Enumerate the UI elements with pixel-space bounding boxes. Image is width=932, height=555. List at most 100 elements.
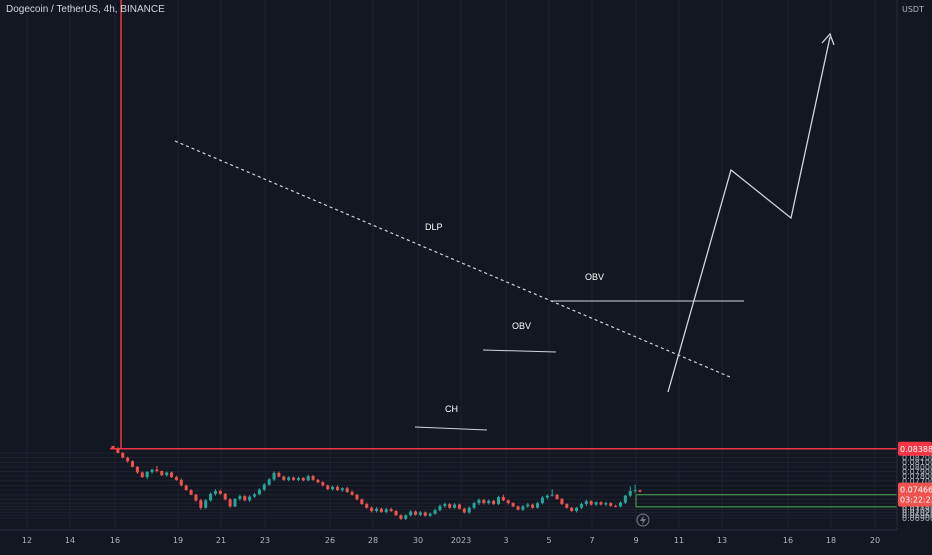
dlp-trendline[interactable] (174, 140, 731, 378)
y-tick-label: 0.07020 (902, 508, 932, 517)
time-axis-bg (0, 530, 932, 550)
candle-body (155, 469, 159, 472)
annotation-label: OBV (512, 321, 531, 331)
candle-body (174, 477, 178, 480)
projection-path[interactable] (667, 36, 831, 393)
resistance-price-label: 0.08388 (900, 445, 932, 454)
candle-body (399, 515, 403, 519)
candle-body (423, 512, 427, 516)
price-axis-bg (897, 0, 932, 550)
candle-body (521, 506, 525, 510)
candle-body (331, 486, 335, 490)
y-tick-label: 0.07700 (902, 477, 932, 486)
x-tick-label: 26 (325, 536, 335, 545)
lightning-icon[interactable] (636, 513, 650, 527)
candle-body (287, 477, 291, 480)
candle-body (184, 485, 188, 491)
candle-body (248, 496, 252, 501)
x-tick-label: 16 (110, 536, 120, 545)
candle-body (233, 498, 237, 507)
x-tick-label: 18 (826, 536, 836, 545)
candle-body (609, 503, 613, 506)
candle-body (448, 504, 452, 508)
candle-body (145, 471, 149, 478)
candle-body (472, 503, 476, 508)
y-tick-label: 0.08000 (902, 463, 932, 472)
candle-body (487, 500, 491, 504)
candle-body (213, 491, 217, 494)
candle-body (360, 499, 364, 505)
annotation-label: OBV (585, 272, 604, 282)
candle-body (345, 488, 349, 492)
candle-body (633, 490, 637, 492)
candle-body (618, 502, 622, 507)
projection-arrowhead (821, 32, 835, 46)
x-tick-label: 28 (368, 536, 378, 545)
candle-body (135, 466, 139, 473)
candle-body (116, 448, 120, 453)
y-tick-label: 0.08100 (902, 458, 932, 467)
candle-body (326, 485, 330, 490)
candle-body (257, 489, 261, 495)
obv-line-lower[interactable] (482, 349, 557, 353)
countdown-label: 03:22:23 (900, 496, 932, 505)
candle-body (599, 502, 603, 505)
x-tick-label: 3 (503, 536, 508, 545)
y-tick-label: 0.08200 (902, 454, 932, 463)
candle-body (389, 509, 393, 512)
candle-body (321, 482, 325, 486)
candle-body (550, 494, 554, 496)
candle-body (526, 504, 530, 507)
candle-body (506, 500, 510, 504)
candle-body (443, 504, 447, 506)
candle-body (140, 472, 144, 478)
ch-line[interactable] (414, 426, 488, 431)
candle-body (457, 504, 461, 509)
candle-body (540, 497, 544, 504)
currency-label: USDT (902, 5, 924, 14)
candle-body (262, 484, 266, 490)
resistance-price-tag (898, 441, 932, 456)
candle-body (355, 494, 359, 500)
candle-body (228, 499, 232, 507)
candle-body (335, 486, 339, 491)
candle-body (301, 478, 305, 481)
candle-body (374, 508, 379, 512)
candle-body (560, 498, 564, 505)
candle-body (594, 502, 598, 505)
candle-body (501, 497, 505, 501)
candle-body (428, 513, 432, 516)
candle-body (111, 445, 115, 449)
x-tick-label: 21 (216, 536, 226, 545)
candle-body (131, 461, 135, 467)
candle-body (316, 479, 320, 483)
candle-body (165, 472, 169, 476)
candle-body (638, 490, 642, 492)
candle-body (379, 508, 383, 512)
y-tick-label: 0.07800 (902, 472, 932, 481)
lightning-glyph (640, 515, 646, 525)
x-tick-label: 13 (717, 536, 727, 545)
candle-body (306, 476, 310, 481)
candle-body (199, 500, 203, 508)
candle-body (223, 493, 227, 500)
candle-body (438, 505, 442, 511)
candle-body (433, 510, 437, 514)
candle-body (477, 499, 481, 504)
candle-body (292, 477, 296, 480)
candle-body (511, 503, 515, 507)
candle-body (121, 452, 125, 458)
x-tick-label: 9 (633, 536, 638, 545)
candle-body (453, 504, 457, 508)
current-price-label: 0.07466 (900, 486, 932, 495)
y-tick-label: 0.06960 (902, 511, 932, 520)
x-tick-label: 16 (783, 536, 793, 545)
candle-body (589, 501, 593, 505)
candle-body (545, 495, 549, 498)
candle-body (418, 512, 422, 515)
candle-body (267, 479, 271, 485)
